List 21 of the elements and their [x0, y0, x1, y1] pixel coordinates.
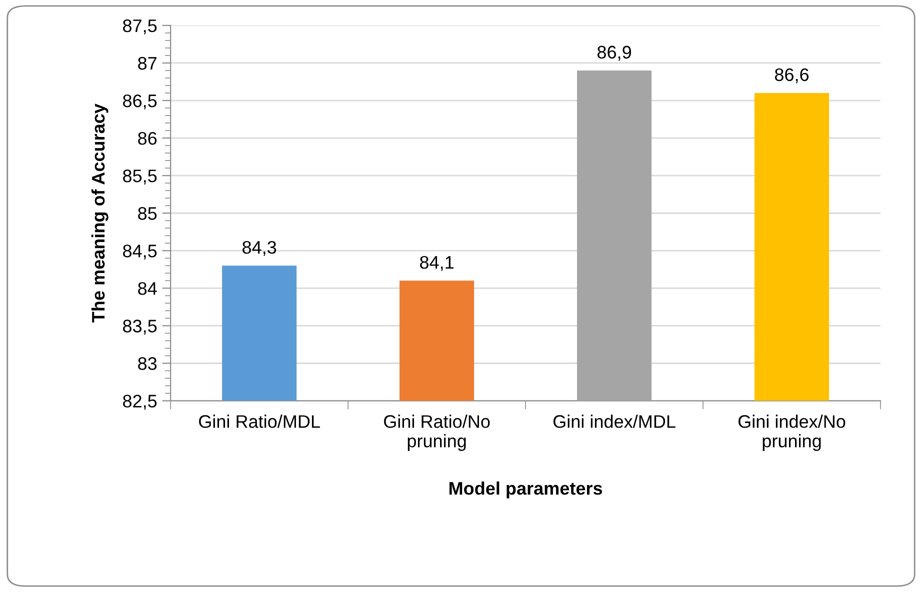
y-tick-label: 84	[138, 282, 157, 295]
data-label: 84,1	[420, 256, 454, 271]
data-label: 86,9	[598, 46, 631, 61]
y-tick-label: 83	[138, 357, 157, 370]
y-tick-label: 87	[138, 56, 156, 70]
y-axis-title: The meaning of Accuracy	[91, 104, 108, 322]
y-tick-label: 83,5	[123, 320, 157, 335]
x-tick-label: Gini Ratio/No pruning	[384, 414, 490, 451]
data-label: 84,3	[242, 240, 276, 256]
x-tick-label: Gini Ratio/MDL	[199, 414, 320, 428]
y-tick-label: 84,5	[123, 244, 157, 260]
x-axis-title: Model parameters	[449, 482, 602, 498]
data-label: 86,6	[774, 68, 809, 84]
y-tick-label: 85,5	[123, 170, 157, 184]
x-tick-label: Gini index/MDL	[553, 414, 676, 428]
y-tick-label: 85	[138, 207, 157, 220]
y-tick-label: 87,5	[123, 19, 157, 34]
x-tick-label: Gini index/No pruning	[738, 414, 846, 451]
y-tick-label: 86	[138, 132, 157, 145]
y-tick-label: 82,5	[123, 394, 157, 410]
y-tick-label: 86,5	[123, 94, 157, 110]
